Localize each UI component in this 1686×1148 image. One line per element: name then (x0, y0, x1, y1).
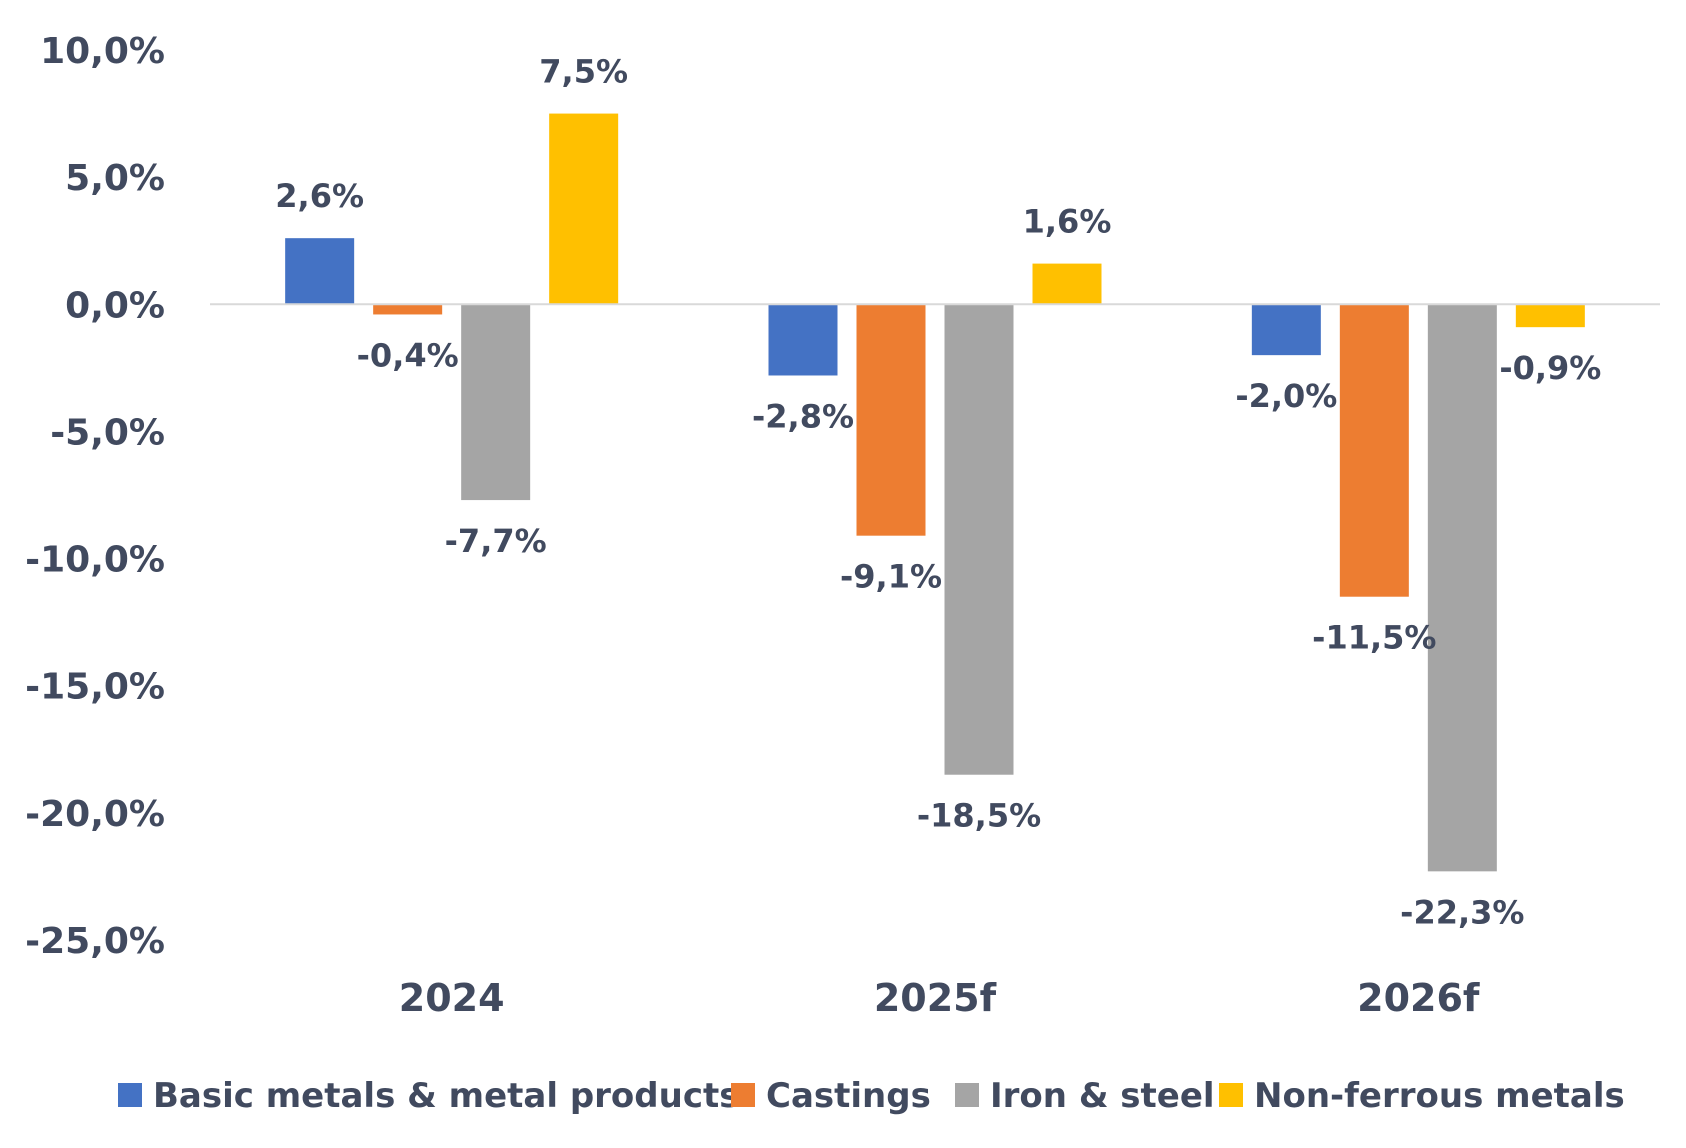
y-tick-label: -20,0% (25, 794, 165, 835)
bar-2024-series-3 (549, 113, 619, 305)
bar-2024-series-0 (285, 238, 355, 305)
legend-swatch-2 (955, 1083, 979, 1107)
data-label: -2,0% (1235, 377, 1337, 415)
bar-2026f-series-3 (1515, 304, 1585, 328)
x-category-label: 2024 (399, 976, 505, 1020)
bar-2025f-series-3 (1032, 263, 1102, 305)
bar-2025f-series-2 (944, 304, 1014, 775)
legend-label: Iron & steel (990, 1076, 1215, 1116)
bar-2026f-series-0 (1251, 304, 1321, 356)
x-category-label: 2025f (874, 976, 997, 1020)
data-label: -0,9% (1499, 349, 1601, 387)
bar-2026f-series-2 (1427, 304, 1497, 872)
bar-2025f-series-0 (768, 304, 838, 376)
data-label: -0,4% (357, 336, 459, 374)
y-axis: 10,0% 5,0% 0,0% -5,0% -10,0% -15,0% -20,0% -25,… (25, 31, 165, 962)
y-tick-label: 0,0% (65, 285, 165, 326)
legend-swatch-0 (118, 1083, 142, 1107)
bar-2025f-series-1 (856, 304, 926, 536)
data-label: 7,5% (539, 53, 628, 91)
bar-2024-series-2 (461, 304, 531, 501)
y-tick-label: 5,0% (65, 158, 165, 199)
legend-swatch-3 (1219, 1083, 1243, 1107)
data-label: -7,7% (445, 522, 547, 560)
data-label: 2,6% (275, 177, 364, 215)
y-tick-label: -15,0% (25, 667, 165, 708)
legend-label: Castings (766, 1076, 931, 1116)
legend-swatch-1 (731, 1083, 755, 1107)
data-label: -11,5% (1312, 619, 1436, 657)
data-label: -9,1% (840, 558, 942, 596)
data-label: 1,6% (1023, 203, 1112, 241)
y-tick-label: -5,0% (50, 412, 165, 453)
legend-label: Basic metals & metal products (153, 1076, 739, 1116)
data-label: -22,3% (1400, 893, 1524, 931)
data-label: -18,5% (917, 797, 1041, 835)
data-label: -2,8% (752, 397, 854, 435)
bars-group (285, 113, 1585, 872)
legend-label: Non-ferrous metals (1254, 1076, 1625, 1116)
x-axis: 2024 2025f 2026f (399, 976, 1480, 1020)
x-category-label: 2026f (1357, 976, 1480, 1020)
bar-2026f-series-1 (1339, 304, 1409, 597)
legend: Basic metals & metal products Castings Iro… (118, 1076, 1625, 1116)
y-tick-label: -10,0% (25, 540, 165, 581)
data-labels-group: 2,6% -0,4% -7,7% 7,5% -2,8% -9,1% -18,5% 1,6% -2… (275, 53, 1601, 932)
y-tick-label: -25,0% (25, 921, 165, 962)
bar-2024-series-1 (373, 304, 443, 315)
y-tick-label: 10,0% (40, 31, 165, 72)
